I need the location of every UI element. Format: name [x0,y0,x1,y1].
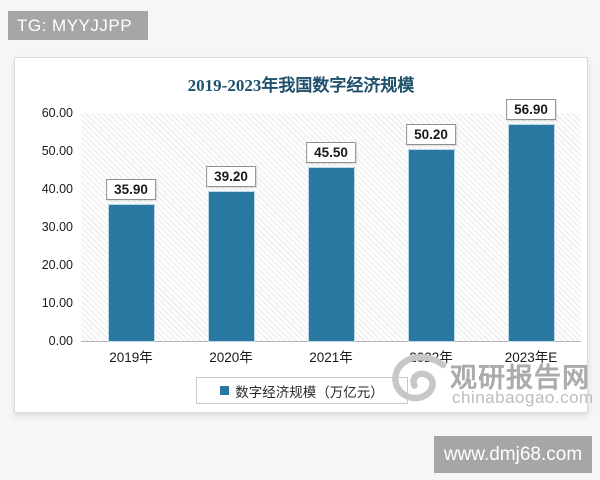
y-tick-label: 10.00 [41,296,73,310]
x-tick-label: 2022年 [409,350,453,365]
legend-label: 数字经济规模（万亿元） [235,384,384,400]
chart-card: 2019-2023年我国数字经济规模 60.00 50.00 40.00 30.00 2… [14,57,588,413]
plot-area: 35.90 39.20 45.50 50.20 56.90 [81,99,581,342]
tg-contact-banner: TG: MYYJJPP [8,11,148,40]
bar-value-label: 35.90 [106,179,156,200]
bar-2019年 [109,205,154,341]
y-tick-label: 40.00 [41,182,73,196]
y-tick-label: 0.00 [48,334,73,348]
x-tick-label: 2020年 [209,350,253,365]
bar-2023年E [509,125,554,341]
bar-value-label: 45.50 [306,142,356,163]
x-axis: 2019年 2020年 2021年 2022年 2023年E [81,346,581,366]
y-tick-label: 20.00 [41,258,73,272]
chart-title: 2019-2023年我国数字经济规模 [187,76,415,95]
bar-value-label: 50.20 [406,124,456,145]
bar-2021年 [309,168,354,341]
y-axis: 60.00 50.00 40.00 30.00 20.00 10.00 0.00 [23,106,73,348]
bar-2022年 [409,150,454,341]
y-tick-label: 50.00 [41,144,73,158]
legend-marker-icon [220,386,230,395]
y-tick-label: 60.00 [41,106,73,120]
y-tick-label: 30.00 [41,220,73,234]
bar-value-label: 56.90 [506,99,556,120]
site-url-banner: www.dmj68.com [434,436,592,473]
x-tick-label: 2023年E [504,350,558,365]
legend: 数字经济规模（万亿元） [196,377,408,404]
x-tick-label: 2019年 [109,350,153,365]
bar-value-label: 39.20 [206,166,256,187]
x-tick-label: 2021年 [309,350,353,365]
bar-2020年 [209,192,254,341]
